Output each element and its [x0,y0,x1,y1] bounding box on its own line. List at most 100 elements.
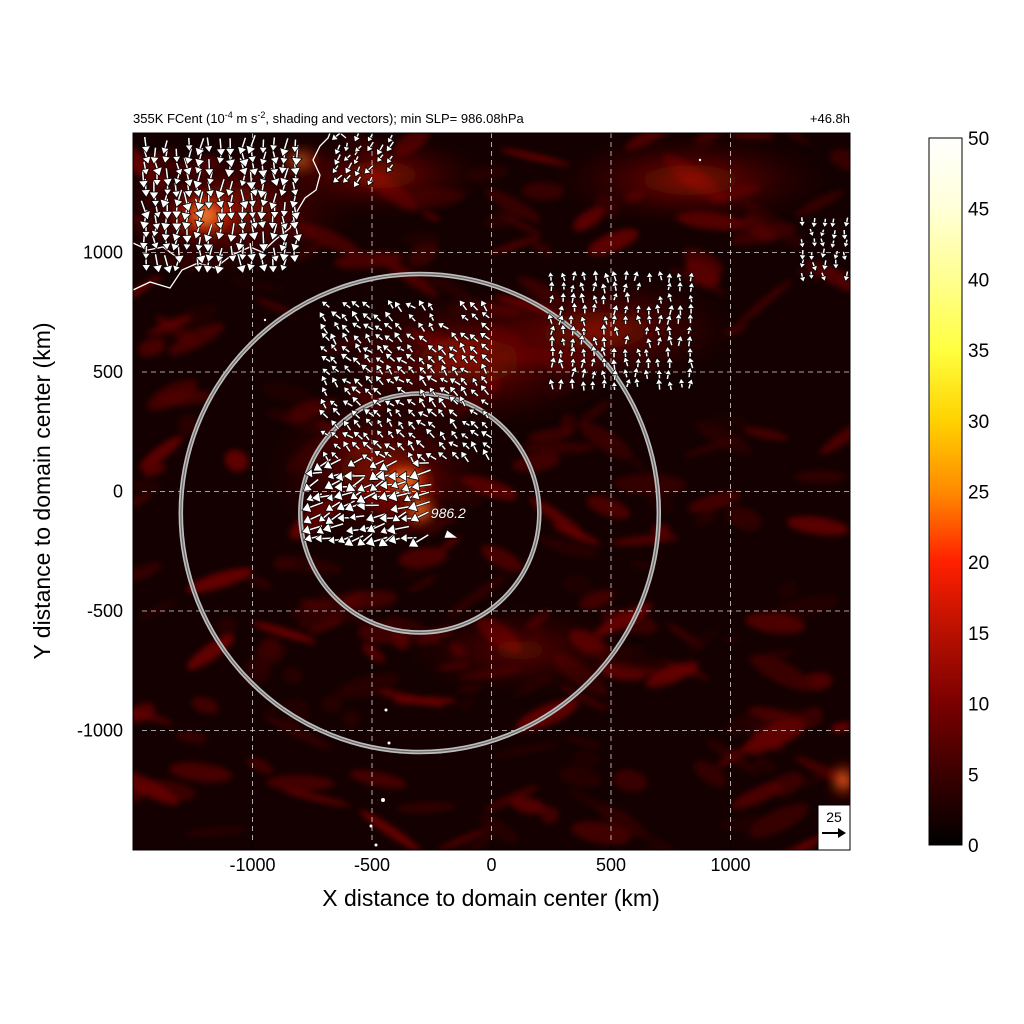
vector-storm-northwest-band-154 [437,344,447,356]
vector-storm-northwest-band-199 [480,374,488,384]
vector-storm-northwest-band-11 [319,311,327,322]
vector-northeast-band-88 [642,368,651,380]
vector-northeast-band-80 [633,377,641,387]
vector-storm-northwest-band-42 [350,409,361,420]
vector-northeast-band-17 [560,280,568,290]
vector-far-northeast-6 [810,261,818,272]
vector-northeast-band-4 [548,324,557,336]
vector-storm-northwest-band-73 [374,375,385,386]
islands [263,158,702,847]
x-tick-label: 500 [596,855,626,875]
vector-storm-northwest-band-1 [319,429,330,437]
vector-storm-northwest-band-2 [318,408,329,419]
vector-storm-inner-west-56 [388,503,409,515]
vector-storm-northwest-band-201 [480,353,491,363]
vector-storm-northwest-band-120 [415,452,426,462]
vector-storm-northwest-band-70 [372,408,382,418]
vector-storm-northwest-band-50 [351,309,360,322]
vector-storm-northwest-band-38 [341,301,351,309]
vector-northeast-band-68 [611,279,620,292]
vector-northeast-band-97 [655,368,664,379]
vector-storm-northwest-band-14 [332,442,342,450]
vector-coast-northwest-122 [258,139,268,155]
vector-storm-northwest-band-27 [340,430,354,440]
vector-storm-northwest-band-46 [351,356,362,366]
y-axis: -1000 -500 0 500 1000 [77,243,139,741]
vector-far-northeast-14 [818,238,826,248]
vector-storm-northwest-band-164 [451,364,459,376]
vector-far-northeast-24 [842,239,850,249]
vector-storm-northwest-band-24 [333,320,341,331]
vector-northeast-band-3 [547,334,557,347]
vector-coast-northwest-124 [270,247,280,263]
x-axis: -1000 -500 0 500 1000 [229,844,751,875]
vector-coast-northwest-102 [246,243,258,263]
vector-northeast-band-126 [685,334,694,347]
colorbar-tick-label: 20 [968,553,989,574]
vector-coast-northwest-58 [194,191,206,212]
vector-northeast-band-5 [546,312,555,324]
vector-storm-northwest-band-206 [479,299,488,312]
vector-coast-northwest-86 [225,180,236,198]
vector-northeast-band-51 [599,368,608,380]
vector-storm-northwest-band-60 [363,352,372,363]
vector-coast-north-1 [332,164,339,175]
vector-storm-northwest-band-109 [407,431,416,439]
vector-northeast-band-39 [578,280,586,292]
vector-coast-north-17 [367,133,374,143]
vector-far-northeast-2 [798,250,807,261]
vector-northeast-band-11 [556,348,565,358]
x-axis-label: X distance to domain center (km) [322,885,659,911]
vector-storm-northwest-band-5 [320,374,329,386]
vector-storm-northwest-band-89 [381,344,393,354]
vector-storm-northwest-band-30 [343,386,352,396]
vector-northeast-band-115 [665,271,674,283]
vector-northeast-band-87 [631,269,640,282]
vector-coast-northwest-121 [259,151,269,167]
vector-coast-northwest-143 [279,137,291,158]
vector-storm-northwest-band-65 [360,300,371,309]
vector-storm-northwest-band-126 [418,373,428,387]
vector-storm-northwest-band-167 [450,330,459,342]
vector-storm-northwest-band-85 [383,399,395,408]
vector-storm-northwest-band-39 [350,440,361,451]
vector-northeast-band-25 [567,313,576,324]
vector-northeast-band-27 [568,291,578,304]
vector-storm-northwest-band-68 [376,429,384,439]
vector-northeast-band-85 [634,303,642,313]
vector-storm-northwest-band-172 [458,395,467,407]
vector-northeast-band-89 [644,356,653,369]
vector-northeast-band-23 [568,336,577,348]
vector-storm-northwest-band-81 [382,442,396,451]
vector-storm-northwest-band-75 [374,356,385,364]
vector-storm-northwest-band-61 [361,346,373,354]
vector-coast-northwest-89 [224,138,236,157]
vector-storm-northwest-band-142 [427,321,435,332]
vector-northeast-band-72 [622,356,631,367]
vector-coast-north-7 [342,154,352,162]
vector-northeast-band-60 [610,380,619,391]
vector-storm-northwest-band-189 [468,333,479,343]
vector-storm-northwest-band-131 [418,299,427,312]
vector-northeast-band-127 [685,325,693,335]
vector-storm-inner-west-2 [302,513,322,525]
vector-coast-northwest-133 [279,258,289,273]
vector-storm-northwest-band-58 [364,374,374,385]
vector-storm-northwest-band-198 [479,384,490,396]
vector-storm-inner-west-37 [355,491,376,504]
vector-storm-northwest-band-12 [320,300,331,309]
vector-northeast-band-131 [687,281,696,292]
vector-northeast-band-36 [579,315,588,327]
vector-northeast-band-61 [610,368,620,380]
vector-storm-northwest-band-35 [341,331,349,343]
vector-far-northeast-10 [810,217,819,229]
vector-northeast-band-62 [609,357,619,370]
vector-northeast-band-118 [674,312,683,324]
vector-northeast-band-108 [663,345,672,357]
vector-northeast-band-76 [622,304,630,314]
vector-storm-northwest-band-19 [331,376,339,388]
vector-coast-north-12 [354,144,363,153]
vector-storm-northwest-band-163 [448,377,461,386]
vector-far-northeast-25 [840,229,849,241]
vector-storm-northwest-band-52 [360,453,372,462]
